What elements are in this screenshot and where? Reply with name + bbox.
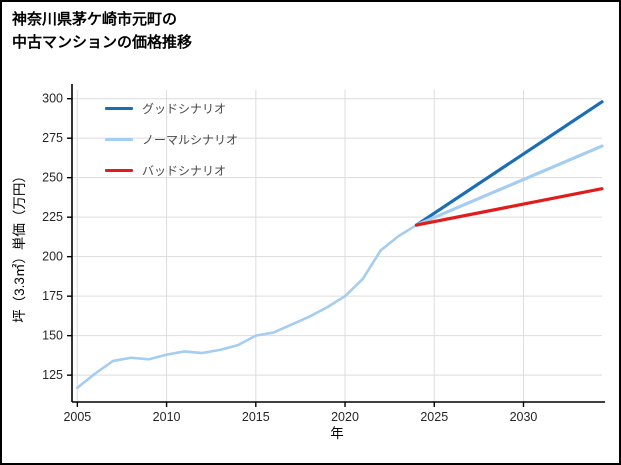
bad-scenario-line	[414, 187, 604, 227]
y-axis-label: 坪（3.3㎡）単価（万円）	[12, 169, 27, 323]
y-tick-label: 200	[42, 250, 63, 264]
y-tick-label: 250	[42, 171, 63, 185]
legend-label-good-scenario: グッドシナリオ	[142, 102, 227, 116]
normal-scenario-line-swatch	[105, 138, 133, 141]
good-scenario-line	[414, 100, 604, 227]
y-tick-label: 225	[42, 210, 63, 224]
legend-item-good-scenario: グッドシナリオ	[105, 93, 238, 124]
legend-item-normal-scenario: ノーマルシナリオ	[105, 124, 238, 155]
chart-title-line1: 神奈川県茅ケ崎市元町の	[12, 11, 178, 28]
chart-legend: グッドシナリオ ノーマルシナリオ バッドシナリオ	[105, 93, 238, 186]
y-tick-label: 300	[42, 92, 63, 106]
y-tick-label: 125	[42, 368, 63, 382]
y-tick-label: 275	[42, 131, 63, 145]
normal-scenario-line	[414, 144, 604, 227]
y-tick-label: 150	[42, 329, 63, 343]
y-tick-label: 175	[42, 289, 63, 303]
good-scenario-line-swatch	[105, 107, 133, 110]
x-tick-label: 2025	[420, 410, 448, 424]
history-line	[76, 223, 418, 390]
x-axis-label: 年	[330, 426, 344, 441]
chart-title: 神奈川県茅ケ崎市元町の 中古マンションの価格推移	[12, 9, 192, 54]
legend-item-bad-scenario: バッドシナリオ	[105, 155, 238, 186]
legend-label-bad-scenario: バッドシナリオ	[142, 164, 227, 178]
x-tick-label: 2030	[510, 410, 538, 424]
legend-label-normal-scenario: ノーマルシナリオ	[142, 133, 239, 147]
chart-title-line2: 中古マンションの価格推移	[12, 33, 193, 51]
x-tick-label: 2020	[331, 410, 359, 424]
x-tick-label: 2015	[242, 410, 270, 424]
x-tick-label: 2005	[63, 410, 91, 424]
x-tick-label: 2010	[153, 410, 181, 424]
bad-scenario-line-swatch	[105, 169, 133, 172]
